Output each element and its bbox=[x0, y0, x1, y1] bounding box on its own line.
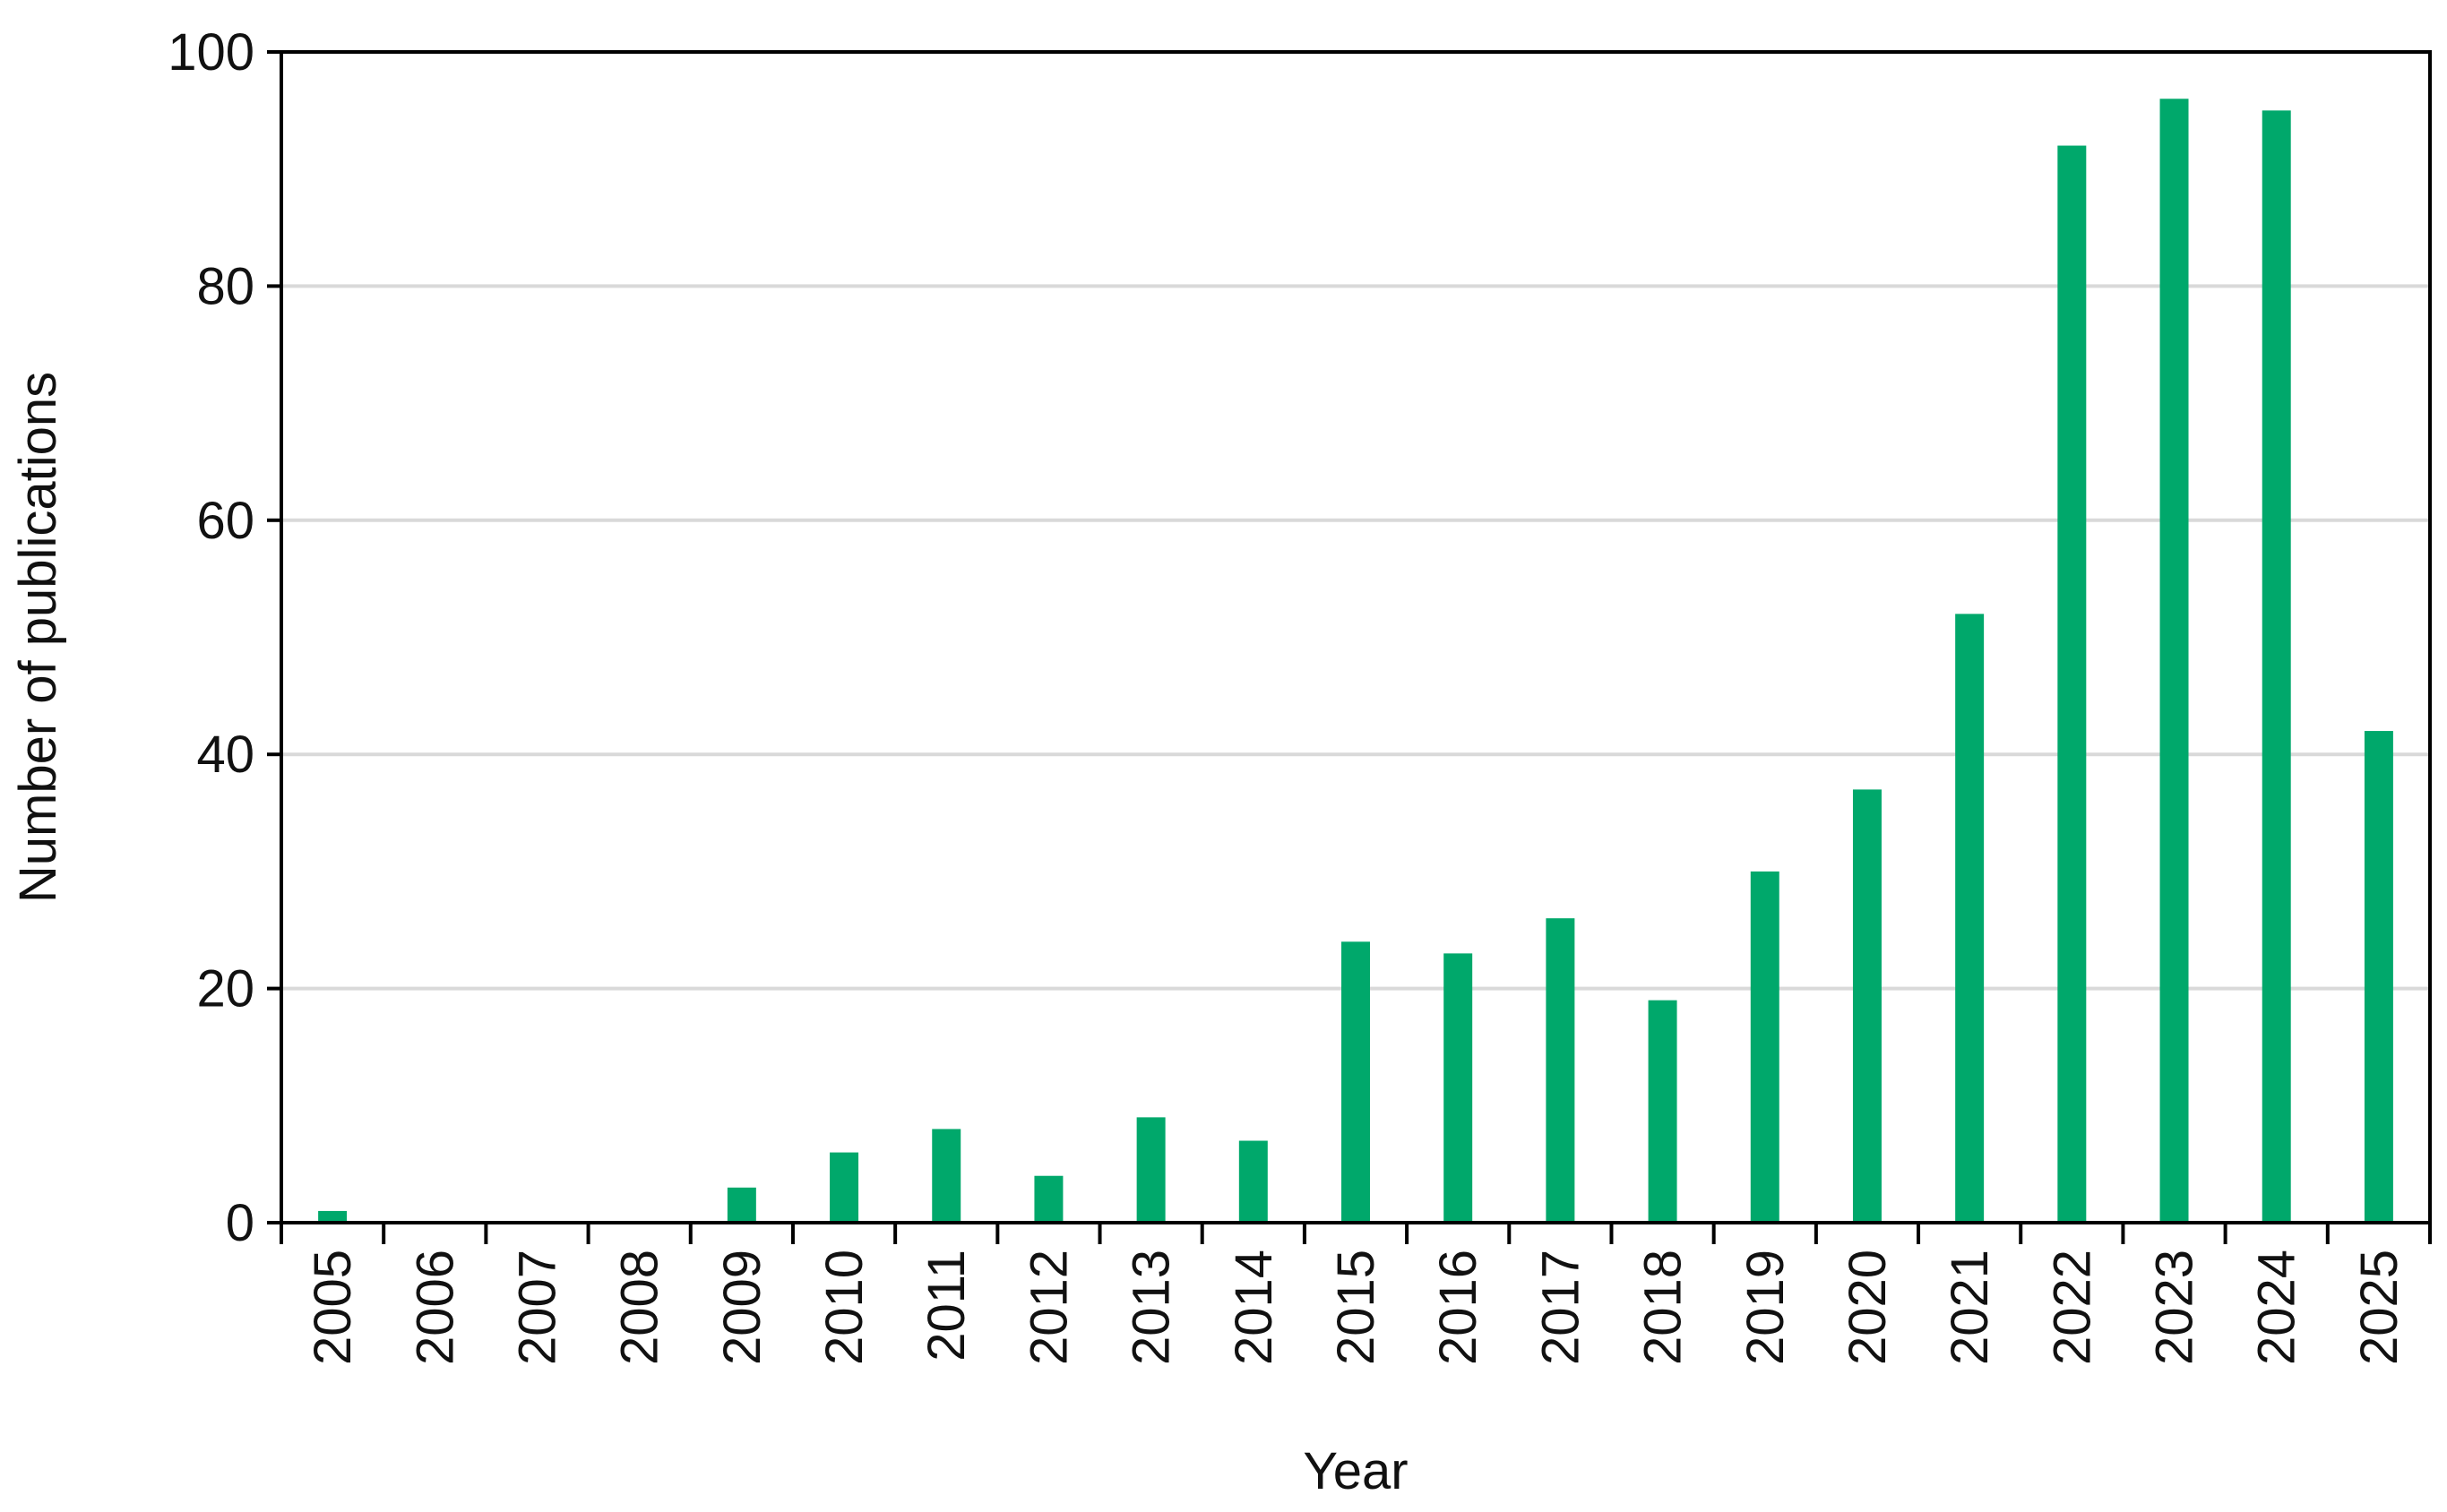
y-tick-label: 20 bbox=[196, 960, 254, 1018]
x-tick-label: 2008 bbox=[611, 1250, 669, 1365]
axes bbox=[280, 50, 2432, 1224]
bar-2019 bbox=[1750, 871, 1779, 1223]
y-tick-label: 80 bbox=[196, 257, 254, 315]
x-tick-label: 2015 bbox=[1327, 1250, 1385, 1365]
x-tick-label: 2013 bbox=[1123, 1250, 1181, 1365]
x-tick-label: 2012 bbox=[1020, 1250, 1078, 1365]
bar-2012 bbox=[1034, 1175, 1064, 1223]
bar-2009 bbox=[727, 1187, 756, 1223]
x-tick-label: 2011 bbox=[918, 1250, 976, 1362]
x-tick-label: 2007 bbox=[508, 1250, 566, 1365]
x-tick-label: 2009 bbox=[713, 1250, 771, 1365]
x-tick-label: 2025 bbox=[2350, 1250, 2408, 1365]
x-tick-label: 2005 bbox=[304, 1250, 362, 1365]
x-tick-label: 2021 bbox=[1941, 1250, 1999, 1365]
x-tick-label: 2019 bbox=[1736, 1250, 1795, 1365]
x-tick-label: 2014 bbox=[1225, 1250, 1283, 1365]
y-tick-label: 60 bbox=[196, 492, 254, 550]
x-tick-label: 2018 bbox=[1634, 1250, 1693, 1365]
x-tick-label: 2017 bbox=[1531, 1250, 1590, 1365]
x-tick-label: 2024 bbox=[2248, 1250, 2306, 1365]
bar-2005 bbox=[318, 1210, 348, 1223]
bar-2018 bbox=[1648, 1000, 1677, 1223]
x-tick-label: 2016 bbox=[1429, 1250, 1487, 1365]
bar-2021 bbox=[1955, 614, 1985, 1223]
plot-area-border bbox=[280, 50, 2432, 1224]
bar-2014 bbox=[1238, 1140, 1268, 1223]
y-tick-label: 0 bbox=[226, 1194, 254, 1252]
gridlines bbox=[281, 284, 2430, 991]
x-tick-label: 2022 bbox=[2043, 1250, 2101, 1365]
y-axis-ticks: 0 20 40 60 80 100 bbox=[168, 23, 281, 1252]
bar-2015 bbox=[1341, 941, 1370, 1223]
x-tick-label: 2023 bbox=[2146, 1250, 2204, 1365]
bar-2011 bbox=[932, 1129, 961, 1223]
y-tick-label: 100 bbox=[168, 23, 254, 82]
bar-2013 bbox=[1136, 1117, 1166, 1223]
y-tick-label: 40 bbox=[196, 726, 254, 784]
bars bbox=[318, 99, 2393, 1224]
bar-2024 bbox=[2262, 110, 2291, 1224]
y-axis-title: Number of publications bbox=[9, 372, 67, 903]
bar-2025 bbox=[2364, 731, 2393, 1223]
bar-2023 bbox=[2159, 99, 2189, 1223]
bar-2010 bbox=[830, 1152, 859, 1223]
x-tick-label: 2020 bbox=[1839, 1250, 1897, 1365]
x-axis-title: Year bbox=[1303, 1442, 1408, 1500]
x-tick-label: 2006 bbox=[406, 1250, 464, 1365]
bar-2022 bbox=[2057, 145, 2087, 1223]
bar-2017 bbox=[1546, 918, 1575, 1223]
bar-2020 bbox=[1852, 789, 1882, 1223]
x-axis-ticks: 2005 2006 2007 2008 2009 2010 2011 2012 2013 2014… bbox=[280, 1223, 2432, 1365]
x-tick-label: 2010 bbox=[815, 1250, 874, 1365]
bar-2016 bbox=[1443, 953, 1473, 1223]
